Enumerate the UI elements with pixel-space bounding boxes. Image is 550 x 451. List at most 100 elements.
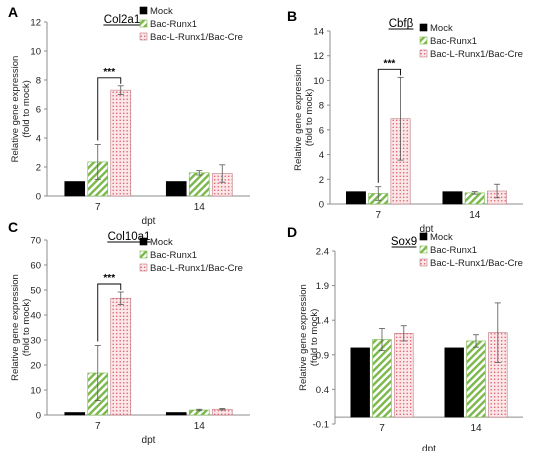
chart-title: Sox9	[391, 236, 417, 248]
legend-swatch	[419, 258, 428, 267]
legend-swatch	[139, 19, 148, 28]
legend-swatch	[139, 6, 148, 15]
bar	[442, 191, 463, 205]
y-tick-label: 2	[319, 175, 324, 186]
legend-label: Mock	[150, 237, 173, 248]
significance-bracket	[97, 283, 122, 342]
x-tick-label: 7	[95, 202, 101, 213]
bar	[464, 192, 485, 205]
y-axis-label: (fold to mock)	[21, 299, 32, 357]
panel-label: C	[8, 219, 18, 235]
y-tick-label: 0.4	[316, 385, 329, 396]
y-tick-label: 1.9	[316, 281, 329, 292]
significance-label: ***	[103, 273, 115, 284]
y-tick-label: 10	[30, 47, 41, 58]
legend-swatch	[139, 250, 148, 259]
legend-swatch	[419, 245, 428, 254]
legend-label: Mock	[430, 232, 453, 243]
y-tick-label: 0	[36, 192, 41, 203]
legend-swatch	[419, 232, 428, 241]
panel-a: A Col2a1 0 2 4 6 8 10 12 Relative gene expression…	[8, 4, 250, 227]
y-tick-label: 8	[319, 101, 324, 112]
y-axis-label: (fold to mock)	[309, 309, 320, 367]
x-tick-label: 7	[379, 423, 385, 434]
bar	[64, 181, 86, 197]
legend-label: Bac-L-Runx1/Bac-Cre	[430, 49, 523, 60]
legend-label: Bac-Runx1	[150, 250, 197, 261]
legend-label: Bac-Runx1	[430, 36, 477, 47]
legend-swatch	[419, 49, 428, 58]
panel-b: B Cbfβ 0 2 4 6 8 10 12 14 Relative gene expression…	[287, 8, 523, 235]
y-tick-label: 0.9	[316, 350, 329, 361]
bar	[64, 412, 86, 416]
y-tick-label: 14	[313, 27, 324, 38]
x-tick-label: 7	[95, 421, 101, 432]
legend-swatch	[139, 263, 148, 272]
significance-label: ***	[384, 58, 396, 69]
significance-bracket	[377, 68, 401, 183]
panel-label: A	[8, 4, 18, 20]
y-tick-label: 50	[30, 286, 41, 297]
y-tick-label: 0	[319, 200, 324, 211]
y-tick-label: 60	[30, 261, 41, 272]
legend-label: Bac-L-Runx1/Bac-Cre	[150, 32, 243, 43]
y-tick-label: 2.4	[316, 247, 329, 258]
x-tick-label: 7	[375, 210, 381, 221]
x-tick-label: 14	[194, 202, 206, 213]
x-axis-label: dpt	[422, 444, 436, 451]
legend-swatch	[139, 237, 148, 246]
legend-swatch	[419, 23, 428, 32]
y-tick-label: 10	[30, 386, 41, 397]
y-tick-label: 12	[313, 51, 324, 62]
legend-label: Bac-Runx1	[430, 245, 477, 256]
legend-swatch	[419, 36, 428, 45]
x-axis-label: dpt	[420, 224, 434, 235]
x-tick-label: 14	[194, 421, 206, 432]
legend-label: Mock	[430, 23, 453, 34]
y-tick-label: 4	[319, 150, 324, 161]
y-tick-label: 0	[36, 411, 41, 422]
x-axis-label: dpt	[142, 435, 156, 446]
bar	[350, 347, 370, 418]
y-tick-label: 6	[319, 125, 324, 136]
bar	[394, 333, 414, 418]
bar	[110, 297, 132, 416]
bar	[165, 181, 187, 197]
y-tick-label: 2	[36, 163, 41, 174]
bar	[372, 339, 392, 418]
y-axis-label: (fold to mock)	[21, 80, 32, 138]
chart-title: Col2a1	[104, 14, 140, 26]
y-axis-label: Relative gene expression	[10, 56, 21, 163]
significance-bracket	[97, 77, 122, 141]
y-tick-label: 10	[313, 76, 324, 87]
bar	[110, 89, 132, 197]
legend-label: Bac-L-Runx1/Bac-Cre	[430, 258, 523, 269]
y-axis-label: Relative gene expression	[293, 64, 304, 171]
y-axis-label: Relative gene expression	[298, 284, 309, 391]
panel-d: D Sox9 -0.1 0.4 0.9 1.4 1.9 2.4 Relative gene ex…	[287, 224, 523, 451]
legend-label: Bac-L-Runx1/Bac-Cre	[150, 263, 243, 274]
x-tick-label: 14	[470, 423, 482, 434]
significance-label: ***	[103, 67, 115, 78]
legend-label: Bac-Runx1	[150, 19, 197, 30]
y-tick-label: 40	[30, 311, 41, 322]
panel-label: B	[287, 8, 297, 24]
chart-title: Cbfβ	[389, 18, 414, 30]
y-tick-label: 30	[30, 336, 41, 347]
y-tick-label: 1.4	[316, 316, 329, 327]
bar	[188, 172, 210, 197]
legend-label: Mock	[150, 6, 173, 17]
y-tick-label: 8	[36, 76, 41, 87]
bar	[165, 412, 187, 416]
bar	[444, 347, 464, 418]
y-axis-label: Relative gene expression	[10, 274, 21, 381]
x-tick-label: 14	[469, 210, 481, 221]
legend-swatch	[139, 32, 148, 41]
y-tick-label: 4	[36, 134, 41, 145]
panel-label: D	[287, 224, 297, 240]
x-axis-label: dpt	[142, 216, 156, 227]
bar	[466, 340, 486, 418]
y-tick-label: 6	[36, 105, 41, 116]
